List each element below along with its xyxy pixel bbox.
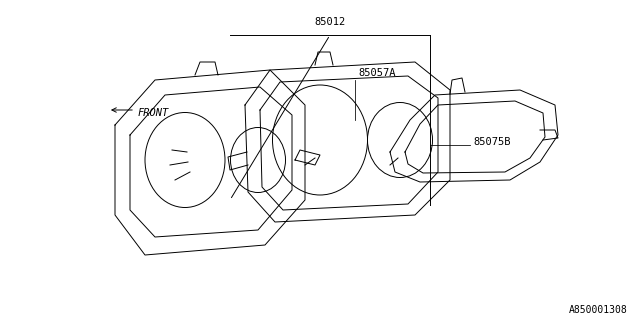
Text: 85075B: 85075B [473, 137, 511, 147]
Text: A850001308: A850001308 [569, 305, 628, 315]
Text: FRONT: FRONT [138, 108, 169, 118]
Text: 85057A: 85057A [358, 68, 396, 78]
Text: 85012: 85012 [314, 17, 346, 27]
